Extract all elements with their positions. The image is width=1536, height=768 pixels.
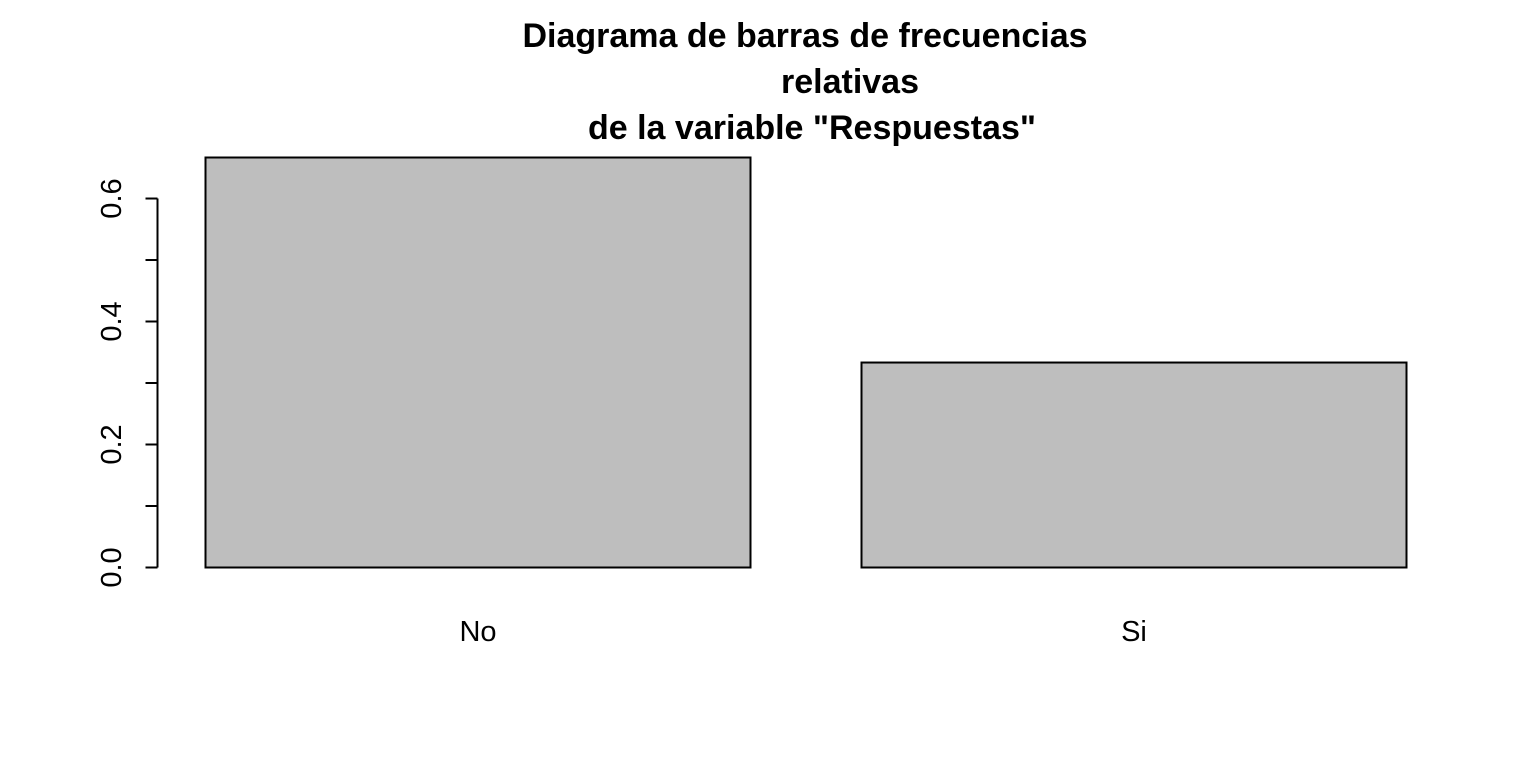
chart-title: Diagrama de barras de frecuencias relati… [522,17,1087,147]
y-tick-label: 0.2 [96,424,128,464]
chart-title-line-3: de la variable "Respuestas" [588,109,1036,147]
chart-title-line-1: Diagrama de barras de frecuencias [522,17,1087,55]
y-axis: 0.0 0.2 0.4 0.6 [96,178,159,588]
x-axis-labels: No Si [459,616,1146,648]
chart-title-line-2: relativas [781,63,919,101]
y-tick-label: 0.6 [96,178,128,218]
y-tick-label: 0.0 [96,547,128,587]
y-tick-label: 0.4 [96,301,128,341]
x-category-label-no: No [459,616,496,648]
bar-no [204,156,752,569]
bar-si [860,361,1408,569]
x-category-label-si: Si [1121,616,1147,648]
bars [204,156,1408,569]
